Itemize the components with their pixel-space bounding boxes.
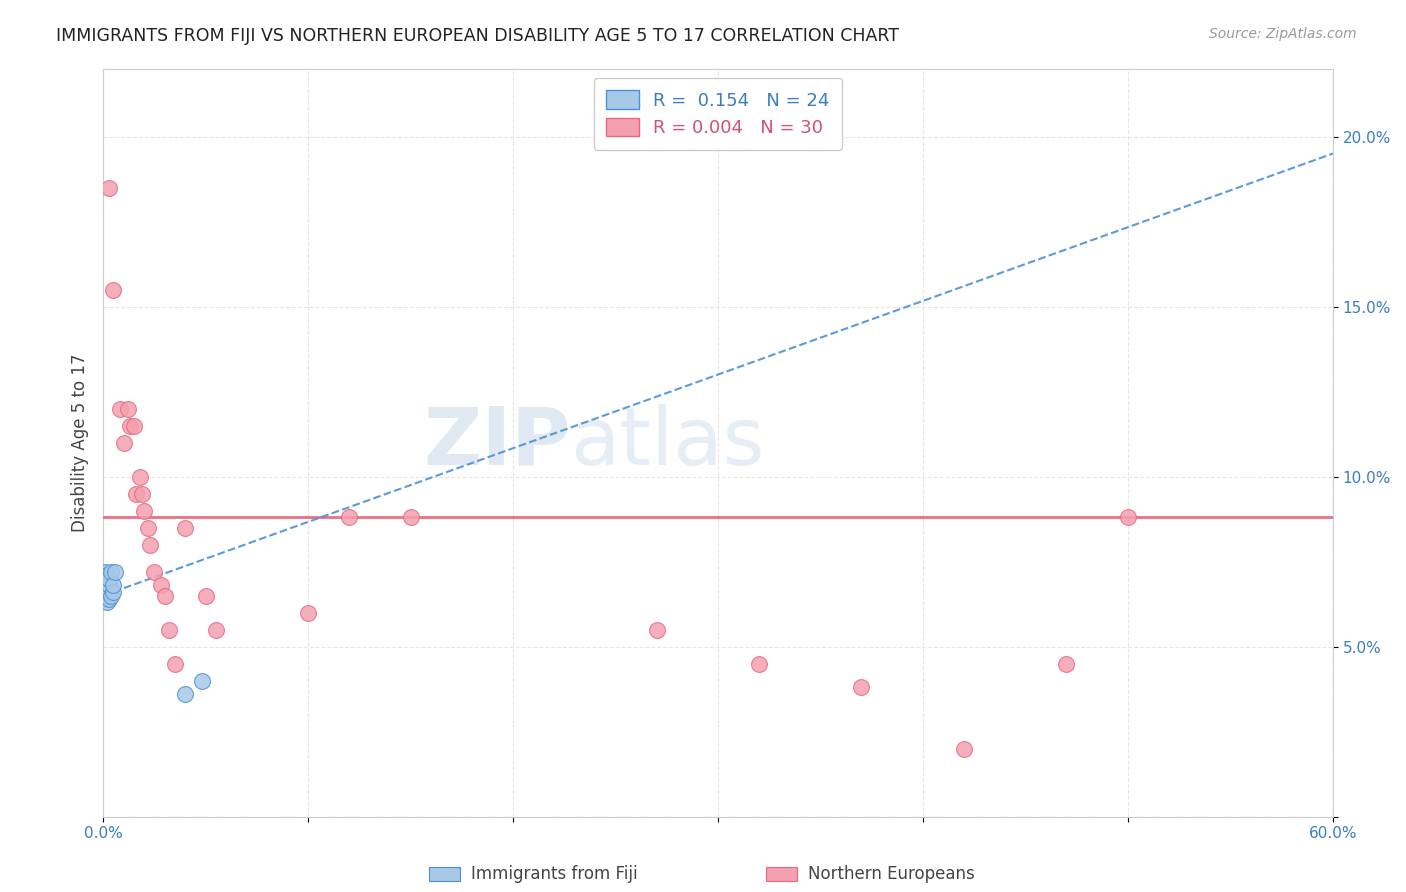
Point xyxy=(851,681,873,695)
Text: IMMIGRANTS FROM FIJI VS NORTHERN EUROPEAN DISABILITY AGE 5 TO 17 CORRELATION CHA: IMMIGRANTS FROM FIJI VS NORTHERN EUROPEA… xyxy=(56,27,900,45)
Y-axis label: Disability Age 5 to 17: Disability Age 5 to 17 xyxy=(72,353,89,532)
Point xyxy=(205,623,228,637)
Point xyxy=(91,574,114,589)
Point xyxy=(96,568,118,582)
Point xyxy=(96,595,118,609)
Text: atlas: atlas xyxy=(571,403,765,482)
Point xyxy=(174,520,197,534)
Text: ZIP: ZIP xyxy=(423,403,571,482)
Point xyxy=(748,657,770,671)
Point xyxy=(399,510,422,524)
Point xyxy=(139,538,162,552)
Point xyxy=(94,578,117,592)
Point xyxy=(134,503,156,517)
Text: Source: ZipAtlas.com: Source: ZipAtlas.com xyxy=(1209,27,1357,41)
Point xyxy=(91,589,114,603)
Point xyxy=(100,565,122,579)
Point xyxy=(94,585,117,599)
Point xyxy=(163,657,186,671)
Point xyxy=(94,591,117,606)
Point xyxy=(337,510,360,524)
Point xyxy=(143,565,166,579)
Point xyxy=(103,578,125,592)
Point xyxy=(136,520,159,534)
Point xyxy=(98,572,121,586)
Point xyxy=(953,741,976,756)
Point xyxy=(104,565,127,579)
Point xyxy=(94,572,117,586)
Point xyxy=(103,585,125,599)
Text: Northern Europeans: Northern Europeans xyxy=(808,865,976,883)
Point xyxy=(94,565,117,579)
Point xyxy=(91,582,114,596)
Point xyxy=(98,578,121,592)
Point xyxy=(96,582,118,596)
Point xyxy=(98,585,121,599)
Point xyxy=(190,673,212,688)
Point xyxy=(157,623,180,637)
Point xyxy=(100,589,122,603)
Text: Immigrants from Fiji: Immigrants from Fiji xyxy=(471,865,638,883)
Point xyxy=(153,589,176,603)
Point xyxy=(645,623,668,637)
Point xyxy=(117,401,139,416)
Point xyxy=(98,180,121,194)
Point xyxy=(118,418,141,433)
Point xyxy=(194,589,217,603)
Point xyxy=(149,578,172,592)
Point xyxy=(122,418,145,433)
Point xyxy=(174,687,197,701)
Point xyxy=(131,486,153,500)
Point xyxy=(98,591,121,606)
Legend: R =  0.154   N = 24, R = 0.004   N = 30: R = 0.154 N = 24, R = 0.004 N = 30 xyxy=(593,78,842,150)
Point xyxy=(96,574,118,589)
Point xyxy=(112,435,135,450)
Point xyxy=(297,606,319,620)
Point xyxy=(108,401,131,416)
Point xyxy=(96,589,118,603)
Point xyxy=(1116,510,1139,524)
Point xyxy=(103,283,125,297)
Point xyxy=(125,486,148,500)
Point xyxy=(1056,657,1078,671)
Point xyxy=(129,469,152,483)
